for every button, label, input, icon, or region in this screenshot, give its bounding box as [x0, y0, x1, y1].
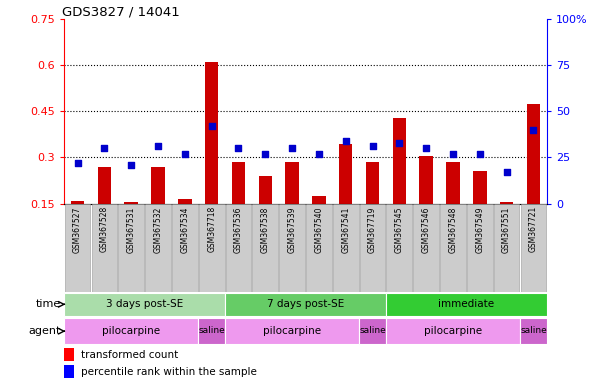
Bar [152, 167, 165, 204]
Point [395, 140, 404, 146]
Bar [64, 293, 225, 316]
Text: GSM367534: GSM367534 [180, 206, 189, 253]
Text: saline: saline [198, 326, 225, 335]
Bar [125, 202, 138, 204]
Text: agent: agent [29, 326, 61, 336]
Bar [312, 196, 326, 204]
Text: GSM367549: GSM367549 [475, 206, 485, 253]
Bar [199, 204, 224, 292]
Text: GSM367531: GSM367531 [126, 206, 136, 253]
Text: pilocarpine: pilocarpine [102, 326, 160, 336]
Bar [252, 204, 278, 292]
Bar [440, 204, 466, 292]
Text: 7 days post-SE: 7 days post-SE [267, 299, 344, 309]
Bar [413, 204, 439, 292]
Bar [279, 204, 305, 292]
Point [73, 160, 82, 166]
Point [475, 151, 485, 157]
Text: GSM367551: GSM367551 [502, 206, 511, 253]
Bar [360, 204, 386, 292]
Text: transformed count: transformed count [81, 349, 178, 359]
Text: GSM367528: GSM367528 [100, 206, 109, 252]
Bar [178, 199, 191, 204]
Text: GSM367536: GSM367536 [234, 206, 243, 253]
Bar [225, 318, 359, 344]
Bar [64, 348, 74, 361]
Text: immediate: immediate [438, 299, 494, 309]
Text: GSM367538: GSM367538 [261, 206, 270, 253]
Point [153, 143, 163, 149]
Point [341, 138, 351, 144]
Bar [393, 118, 406, 204]
Bar [198, 318, 225, 344]
Bar [285, 162, 299, 204]
Bar [145, 204, 171, 292]
Text: GSM367539: GSM367539 [288, 206, 296, 253]
Point [287, 145, 297, 151]
Point [180, 151, 190, 157]
Bar [386, 318, 520, 344]
Bar [386, 293, 547, 316]
Text: GSM367527: GSM367527 [73, 206, 82, 253]
Bar [467, 204, 492, 292]
Bar [333, 204, 359, 292]
Point [207, 123, 216, 129]
Text: GSM367719: GSM367719 [368, 206, 377, 253]
Bar [359, 318, 386, 344]
Bar [64, 365, 74, 379]
Text: GSM367546: GSM367546 [422, 206, 431, 253]
Bar [172, 204, 198, 292]
Text: GSM367718: GSM367718 [207, 206, 216, 252]
Bar [420, 156, 433, 204]
Bar [71, 201, 84, 204]
Point [422, 145, 431, 151]
Text: GSM367540: GSM367540 [315, 206, 323, 253]
Bar [98, 167, 111, 204]
Text: GSM367548: GSM367548 [448, 206, 458, 253]
Text: time: time [36, 299, 61, 310]
Bar [306, 204, 332, 292]
Text: percentile rank within the sample: percentile rank within the sample [81, 367, 257, 377]
Bar [258, 176, 272, 204]
Point [448, 151, 458, 157]
Bar [232, 162, 245, 204]
Point [314, 151, 324, 157]
Text: pilocarpine: pilocarpine [424, 326, 482, 336]
Text: GSM367721: GSM367721 [529, 206, 538, 252]
Text: saline: saline [520, 326, 547, 335]
Bar [64, 318, 198, 344]
Bar [446, 162, 459, 204]
Bar [205, 62, 218, 204]
Bar [521, 204, 546, 292]
Bar [494, 204, 519, 292]
Point [368, 143, 378, 149]
Bar [92, 204, 117, 292]
Point [233, 145, 243, 151]
Bar [366, 162, 379, 204]
Text: GSM367541: GSM367541 [341, 206, 350, 253]
Text: 3 days post-SE: 3 days post-SE [106, 299, 183, 309]
Text: pilocarpine: pilocarpine [263, 326, 321, 336]
Text: GDS3827 / 14041: GDS3827 / 14041 [62, 5, 180, 18]
Bar [119, 204, 144, 292]
Point [529, 127, 538, 133]
Text: GSM367532: GSM367532 [153, 206, 163, 253]
Point [260, 151, 270, 157]
Bar [500, 202, 513, 204]
Point [502, 169, 511, 175]
Bar [527, 104, 540, 204]
Text: GSM367545: GSM367545 [395, 206, 404, 253]
Point [126, 162, 136, 168]
Bar [339, 144, 353, 204]
Text: saline: saline [359, 326, 386, 335]
Bar [387, 204, 412, 292]
Bar [520, 318, 547, 344]
Bar [225, 293, 386, 316]
Point [100, 145, 109, 151]
Bar [473, 171, 486, 204]
Bar [65, 204, 90, 292]
Bar [225, 204, 251, 292]
